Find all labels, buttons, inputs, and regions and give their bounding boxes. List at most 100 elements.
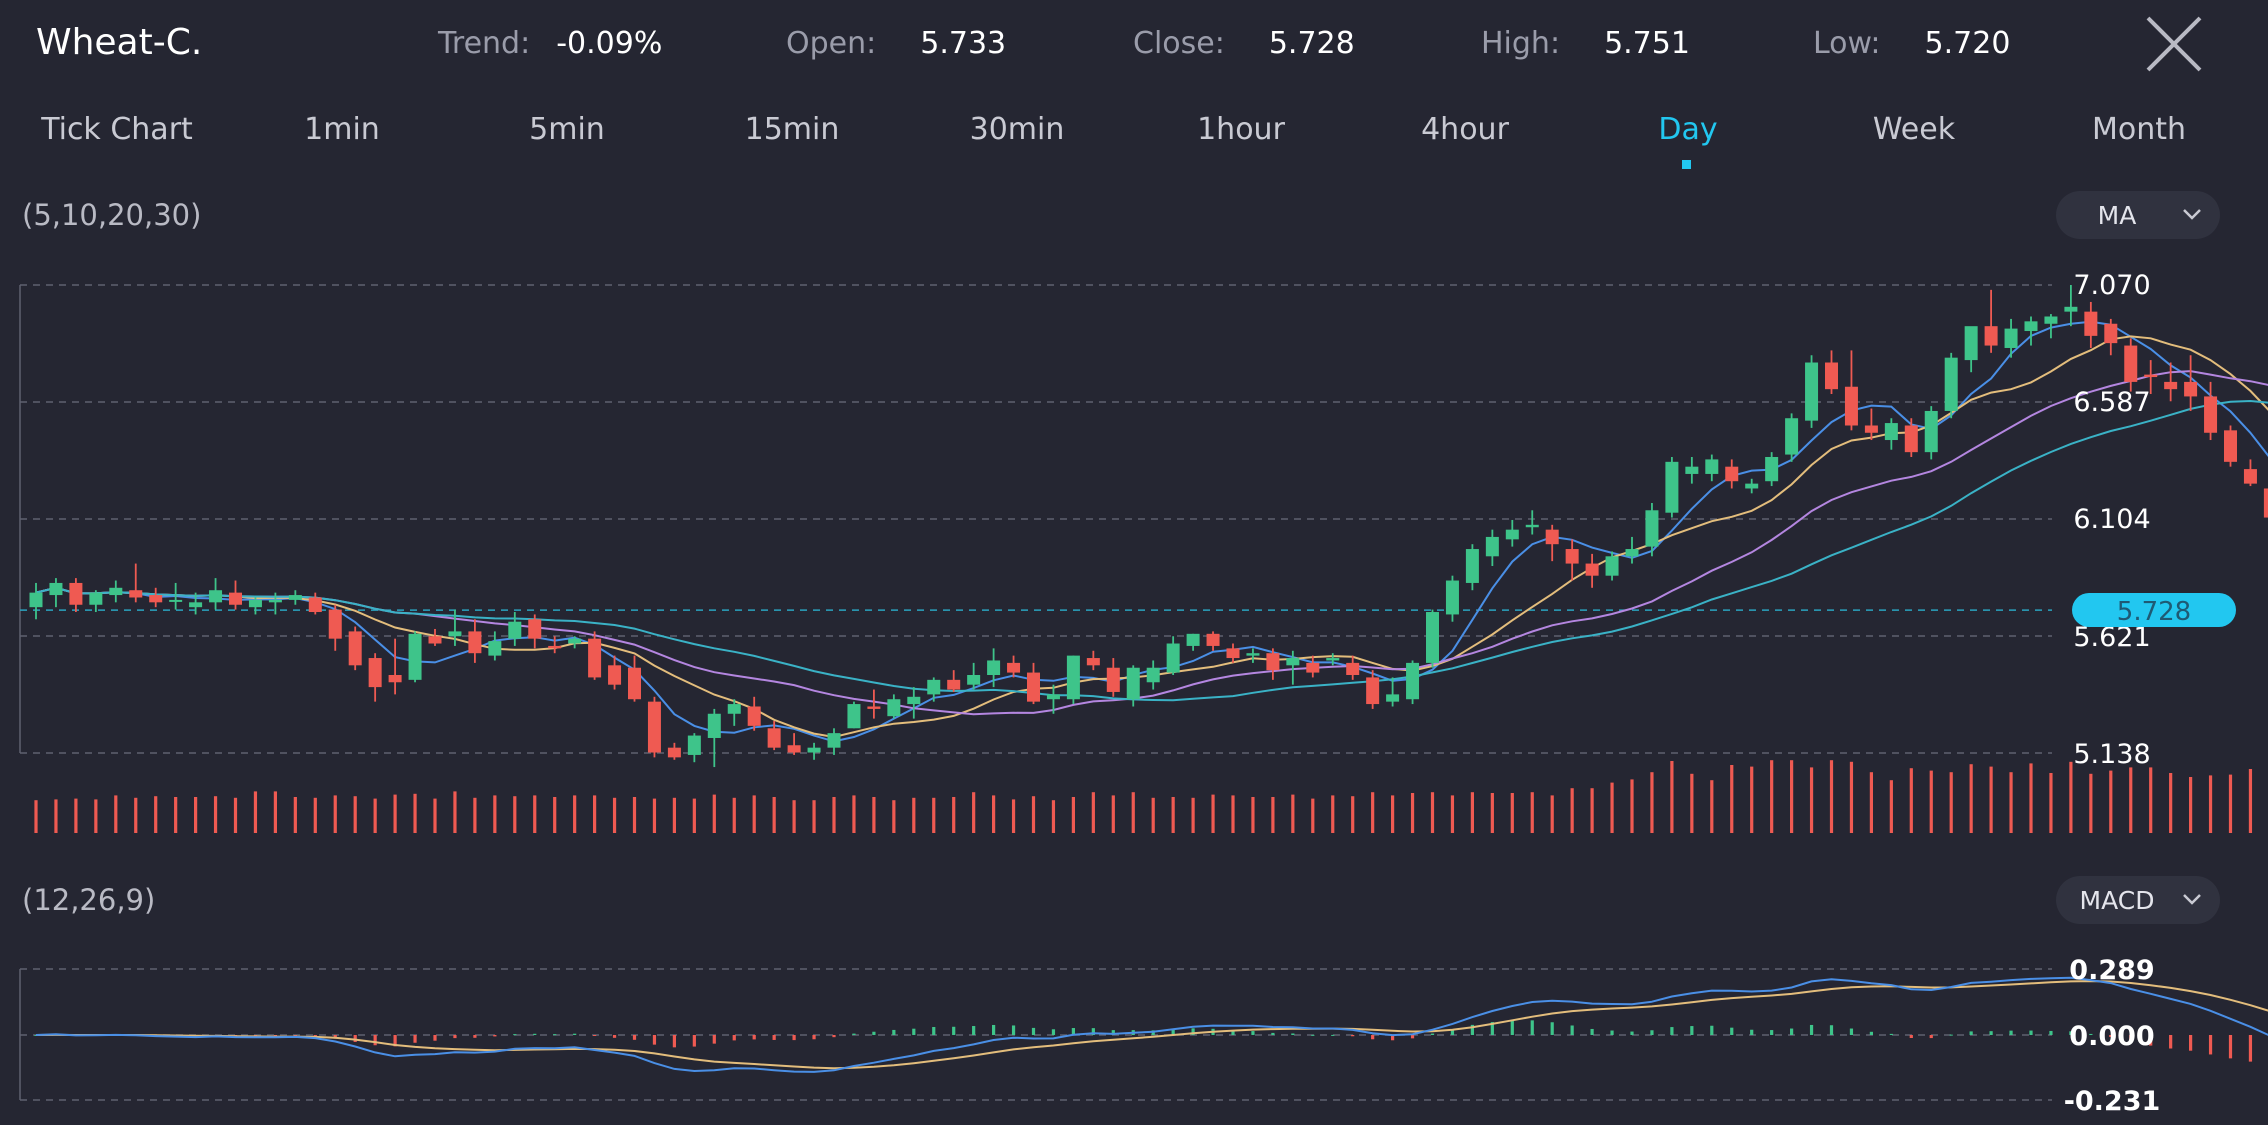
volume-bar: [692, 798, 696, 833]
volume-bar: [1371, 792, 1375, 833]
macd-histogram-bar: [293, 1035, 297, 1036]
macd-indicator-dropdown[interactable]: MACD: [2056, 876, 2220, 924]
macd-histogram-bar: [1909, 1035, 1913, 1039]
macd-histogram-bar: [313, 1035, 317, 1037]
candle-body: [1485, 536, 1499, 557]
volume-bar: [1311, 798, 1315, 833]
volume-bar: [233, 797, 238, 833]
volume-bar: [1610, 782, 1614, 833]
volume-bar: [313, 797, 317, 833]
volume-bar: [54, 799, 58, 833]
timeframe-tabs: Tick Chart 1min 5min 15min 30min 1hour 4…: [0, 104, 2268, 174]
tab-1min[interactable]: 1min: [304, 112, 380, 147]
volume-bar: [493, 795, 497, 833]
macd-params: (12,26,9): [22, 883, 156, 917]
macd-histogram-bar: [1111, 1030, 1115, 1035]
volume-bar: [672, 797, 676, 833]
candle-body: [827, 733, 841, 748]
open-label: Open:: [786, 26, 877, 61]
volume-bar: [1251, 797, 1255, 833]
macd-histogram-bar: [1391, 1035, 1395, 1041]
volume-bar: [1849, 761, 1854, 833]
volume-bar: [812, 800, 816, 833]
open-stat: Open: 5.733: [786, 26, 1006, 61]
candle-body: [428, 636, 442, 644]
volume-bar: [513, 796, 517, 833]
macd-histogram-bar: [273, 1035, 277, 1036]
tab-month[interactable]: Month: [2091, 112, 2187, 147]
volume-bar: [34, 800, 38, 833]
volume-bar: [752, 795, 756, 833]
volume-bar: [1530, 792, 1534, 833]
macd-histogram-bar: [1191, 1028, 1195, 1035]
macd-histogram-bar: [852, 1033, 856, 1035]
macd-histogram-bar: [493, 1035, 497, 1037]
macd-histogram-bar: [2069, 1031, 2073, 1035]
volume-bar: [413, 793, 417, 833]
chevron-down-icon: [2183, 894, 2201, 905]
close-value: 5.728: [1268, 26, 1355, 61]
volume-bar: [393, 794, 397, 833]
candle-body: [767, 728, 781, 748]
candle-body: [1366, 677, 1380, 705]
tab-1hour[interactable]: 1hour: [1197, 112, 1285, 147]
volume-bar: [333, 795, 337, 833]
macd-histogram-bar: [1470, 1024, 1474, 1035]
volume-bar: [1630, 779, 1634, 833]
macd-histogram-bar: [1650, 1030, 1654, 1035]
candle-body: [1605, 556, 1619, 576]
close-icon[interactable]: [2142, 12, 2206, 76]
volume-bar: [1171, 797, 1175, 833]
volume-bar: [1091, 792, 1095, 833]
candle-body: [1844, 386, 1858, 426]
candle-body: [2263, 488, 2268, 518]
candle-body: [288, 595, 302, 600]
high-label: High:: [1481, 26, 1561, 61]
candle-body: [1665, 461, 1679, 513]
tab-5min[interactable]: 5min: [529, 112, 605, 147]
tab-tick-chart[interactable]: Tick Chart: [41, 112, 193, 147]
volume-bar: [293, 797, 297, 833]
candle-body: [1007, 662, 1021, 673]
candle-body: [1445, 580, 1459, 615]
volume-bar: [74, 798, 78, 833]
candle-body: [209, 590, 223, 603]
candle-body: [2204, 396, 2218, 433]
volume-bar: [1829, 760, 1834, 833]
candle-body: [89, 592, 103, 605]
tab-day[interactable]: Day: [1658, 112, 1718, 147]
volume-bar: [1730, 765, 1734, 833]
candle-body: [987, 660, 1001, 675]
volume-bar: [2169, 773, 2173, 833]
tab-week[interactable]: Week: [1872, 112, 1956, 147]
trend-value: -0.09%: [556, 26, 663, 61]
volume-bar: [2228, 774, 2233, 833]
macd-histogram-bar: [692, 1035, 696, 1047]
volume-bar: [154, 796, 158, 833]
candle-body: [229, 592, 242, 605]
candle-body: [368, 658, 382, 688]
volume-bar: [1809, 767, 1814, 833]
macd-histogram-bar: [1071, 1028, 1075, 1035]
y-tick-label: 6.104: [2073, 504, 2150, 535]
candle-body: [468, 631, 482, 654]
candle-body: [628, 667, 641, 700]
macd-histogram-bar: [912, 1028, 916, 1035]
ma-indicator-dropdown[interactable]: MA: [2056, 191, 2220, 239]
macd-histogram-bar: [1251, 1031, 1255, 1035]
volume-bar: [2248, 769, 2253, 833]
macd-histogram-bar: [992, 1024, 996, 1035]
y-tick-label: 6.587: [2073, 387, 2150, 418]
candle-body: [1465, 549, 1479, 583]
close-label: Close:: [1133, 26, 1225, 61]
tab-15min[interactable]: 15min: [744, 112, 840, 147]
trend-stat: Trend: -0.09%: [438, 26, 662, 61]
volume-bar: [1151, 797, 1155, 833]
tab-4hour[interactable]: 4hour: [1421, 112, 1509, 147]
volume-bar: [473, 797, 477, 833]
tab-30min[interactable]: 30min: [969, 112, 1065, 147]
volume-bar: [1291, 794, 1295, 833]
macd-histogram-bar: [872, 1031, 876, 1035]
volume-bar: [1969, 764, 1973, 833]
